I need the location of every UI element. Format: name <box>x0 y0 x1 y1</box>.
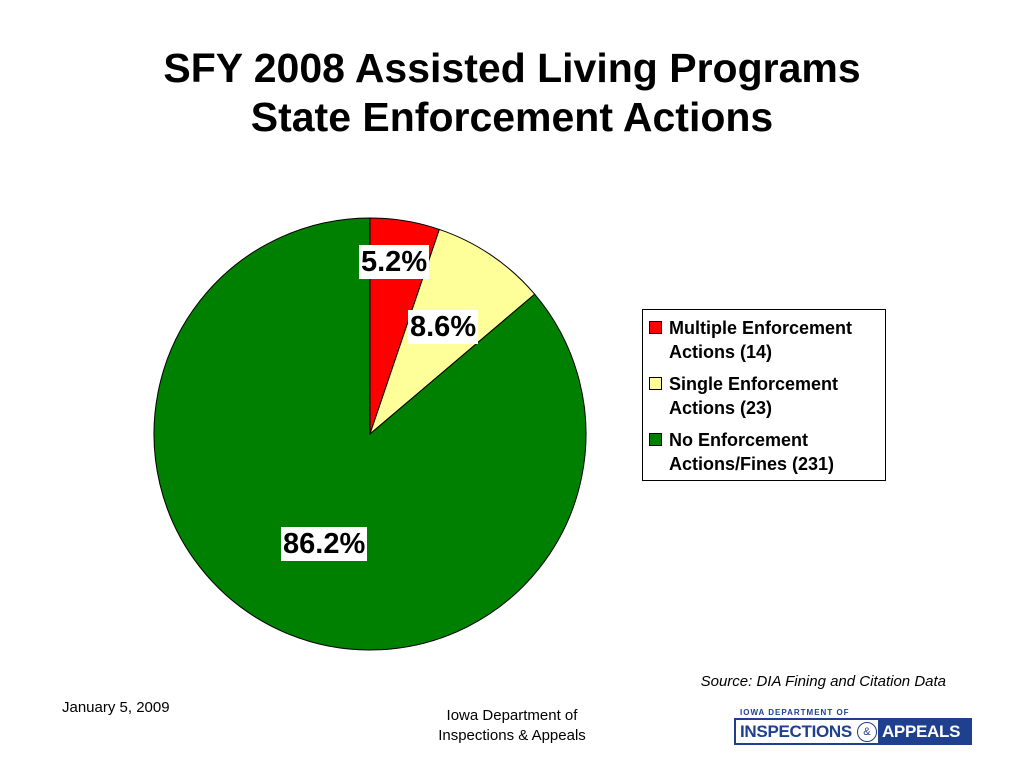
legend-label-single-1: Single Enforcement <box>669 374 839 394</box>
legend-label-none-1: No Enforcement <box>669 430 809 450</box>
legend-label-multiple-1: Multiple Enforcement <box>669 318 853 338</box>
legend-item-multiple: Multiple Enforcement Actions (14) <box>649 316 881 364</box>
data-label-single: 8.6% <box>408 310 479 344</box>
title-line-2: State Enforcement Actions <box>250 94 774 140</box>
legend-item-single: Single Enforcement Actions (23) <box>649 372 881 420</box>
logo-top-text: IOWA DEPARTMENT OF <box>740 708 850 717</box>
data-label-none: 86.2% <box>281 527 368 561</box>
logo-ampersand: & <box>856 721 877 742</box>
logo-inspections-text: INSPECTIONS <box>740 722 852 741</box>
source-note: Source: DIA Fining and Citation Data <box>700 673 946 690</box>
slide-title: SFY 2008 Assisted Living Programs State … <box>0 44 1024 142</box>
department-line-2: Inspections & Appeals <box>438 727 586 744</box>
legend-item-none: No Enforcement Actions/Fines (231) <box>649 428 881 476</box>
legend-swatch-single <box>649 377 662 390</box>
chart-legend: Multiple Enforcement Actions (14) Single… <box>642 309 886 481</box>
slide-date: January 5, 2009 <box>62 699 170 716</box>
logo-box: INSPECTIONS & APPEALS <box>734 718 972 745</box>
legend-label-single-2: Actions (23) <box>669 398 773 418</box>
logo-appeals-text: APPEALS <box>877 720 970 743</box>
legend-label-none-2: Actions/Fines (231) <box>669 454 835 474</box>
legend-label-multiple-2: Actions (14) <box>669 342 773 362</box>
legend-swatch-multiple <box>649 321 662 334</box>
department-name: Iowa Department of Inspections & Appeals <box>412 706 612 746</box>
title-line-1: SFY 2008 Assisted Living Programs <box>163 45 861 91</box>
department-line-1: Iowa Department of <box>446 707 578 724</box>
pie-slice-none <box>153 217 587 651</box>
dia-logo: IOWA DEPARTMENT OF INSPECTIONS & APPEALS <box>734 707 972 749</box>
data-label-multiple: 5.2% <box>359 245 430 279</box>
legend-swatch-none <box>649 433 662 446</box>
